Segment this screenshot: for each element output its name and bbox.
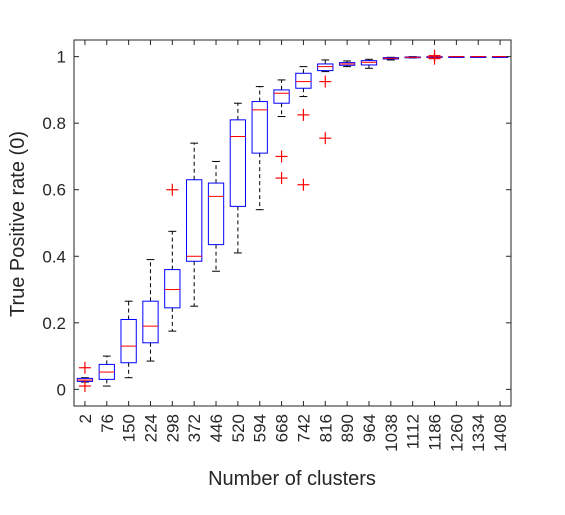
x-tick-label: 1260: [447, 414, 466, 452]
x-tick-label: 1334: [469, 414, 488, 452]
plot-area: [74, 40, 511, 406]
box: [229, 119, 247, 207]
boxes-layer: [76, 49, 509, 393]
x-tick-label: 224: [141, 414, 160, 442]
box: [164, 269, 181, 309]
outlier-marker: [166, 183, 179, 196]
axes-frame: [73, 39, 512, 407]
x-tick-label: 150: [120, 414, 139, 442]
x-tick-label: 668: [273, 414, 292, 442]
box-group-1112: [404, 56, 421, 59]
x-tick-label: 1186: [426, 414, 445, 451]
box: [207, 182, 225, 246]
outlier-marker: [319, 132, 332, 145]
box-group-964: [360, 58, 378, 69]
box-group-372: [186, 142, 203, 307]
box: [186, 179, 203, 262]
x-tick-label: 372: [185, 414, 204, 442]
box-group-594: [251, 86, 268, 211]
box-group-816: [317, 59, 334, 145]
y-axis-label: True Positive rate (0): [7, 131, 29, 317]
outlier-marker: [275, 150, 288, 163]
box-group-298: [164, 183, 181, 332]
box: [142, 300, 159, 344]
box: [295, 72, 312, 89]
box: [120, 318, 137, 364]
x-tick-label: 76: [98, 414, 117, 433]
x-tick-label: 890: [338, 414, 357, 442]
box: [273, 89, 290, 104]
y-tick-label: 0.2: [42, 314, 66, 333]
box-group-76: [98, 355, 115, 387]
x-tick-label: 520: [229, 414, 248, 442]
outlier-marker: [319, 75, 332, 88]
box-group-2: [76, 361, 94, 393]
x-axis-label: Number of clusters: [208, 468, 376, 490]
outlier-marker: [297, 108, 310, 121]
y-tick-label: 0.6: [42, 181, 66, 200]
box-group-1260: [448, 56, 465, 58]
plot-background: [74, 40, 511, 406]
box-group-150: [120, 300, 137, 379]
y-tick-label: 0: [57, 380, 66, 399]
x-tick-label: 2: [76, 414, 95, 423]
y-tick-label: 0.4: [42, 247, 66, 266]
x-tick-label: 1408: [491, 414, 510, 452]
box-group-1408: [491, 56, 509, 58]
box-group-224: [142, 259, 159, 362]
box-group-1038: [382, 56, 399, 61]
x-tick-label: 594: [251, 414, 270, 442]
box: [317, 63, 334, 72]
x-tick-label: 1038: [382, 414, 401, 452]
axes-layer: 0 0.2 0.4 0.6 0.8 1 2 76 150 224 298 372 446 520 594 66…: [42, 39, 512, 452]
box-group-446: [207, 160, 225, 272]
box-group-668: [273, 79, 290, 185]
outlier-marker: [428, 49, 441, 62]
x-tick-label: 964: [360, 414, 379, 442]
box-group-1186: [426, 49, 443, 65]
x-tick-label: 1112: [404, 414, 423, 449]
box: [251, 101, 268, 154]
outlier-marker: [78, 361, 91, 374]
outlier-marker: [297, 178, 310, 191]
y-tick-label: 1: [57, 48, 66, 67]
x-tick-label: 742: [294, 414, 313, 442]
outlier-marker: [275, 172, 288, 185]
box-group-742: [295, 66, 312, 191]
box-group-520: [229, 102, 247, 254]
box-group-890: [338, 60, 356, 68]
outlier-marker: [78, 380, 91, 393]
x-tick-label: 298: [163, 414, 182, 442]
y-tick-label: 0.8: [42, 114, 66, 133]
x-tick-label: 446: [207, 414, 226, 442]
x-tick-label: 816: [316, 414, 335, 442]
box-group-1334: [470, 56, 487, 58]
